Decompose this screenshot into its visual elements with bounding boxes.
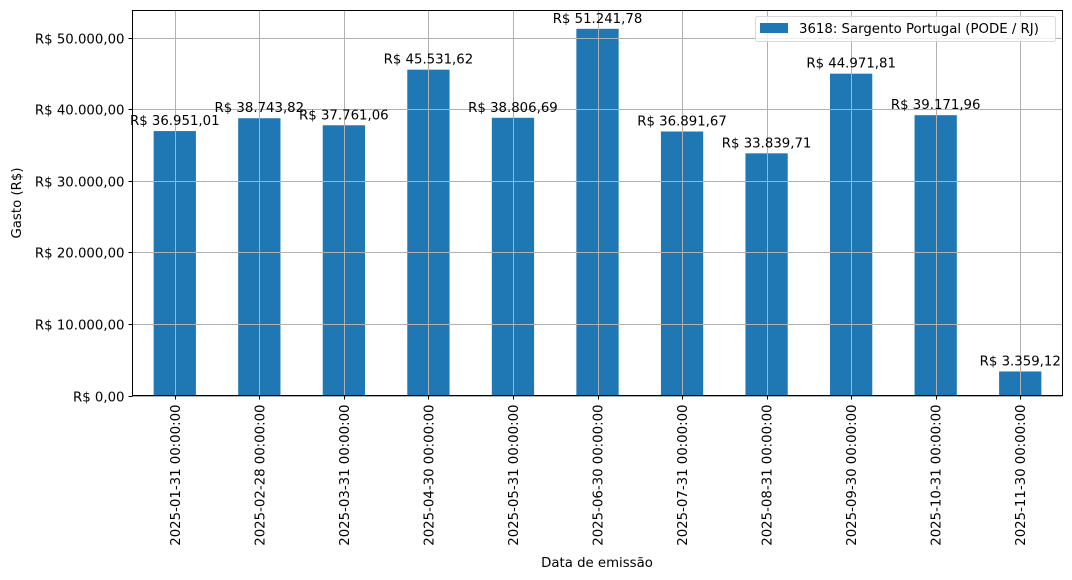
bar <box>914 115 957 396</box>
y-axis: R$ 0,00 R$ 10.000,00 R$ 20.000,00 R$ 30.000… <box>35 33 133 406</box>
x-tick-label: 2025-08-31 00:00:00 <box>761 405 776 546</box>
legend-box <box>755 16 1056 42</box>
bar <box>745 153 788 396</box>
bar-value-label: R$ 36.891,67 <box>637 114 727 129</box>
bar-value-label: R$ 44.971,81 <box>806 57 896 72</box>
x-axis-label: Data de emissão <box>541 556 653 571</box>
y-axis-label: Gasto (R$) <box>10 167 25 238</box>
legend-label: 3618: Sargento Portugal (PODE / RJ) <box>799 22 1039 37</box>
y-tick-label: R$ 30.000,00 <box>35 176 125 191</box>
x-tick-label: 2025-01-31 00:00:00 <box>169 405 184 546</box>
bar-value-label: R$ 51.241,78 <box>553 12 643 27</box>
gridlines-over-bars <box>132 10 1063 397</box>
x-tick-label: 2025-02-28 00:00:00 <box>253 405 268 546</box>
x-tick-label: 2025-06-30 00:00:00 <box>592 405 607 546</box>
bar-value-label: R$ 39.171,96 <box>891 98 981 113</box>
bar <box>322 125 365 396</box>
bar-value-label: R$ 37.761,06 <box>299 108 389 123</box>
x-tick-label: 2025-10-31 00:00:00 <box>930 405 945 546</box>
y-tick-label: R$ 40.000,00 <box>35 104 125 119</box>
y-tick-label: R$ 10.000,00 <box>35 319 125 334</box>
bar-value-labels: R$ 36.951,01R$ 38.743,82R$ 37.761,06 R$ 4… <box>130 12 1061 370</box>
x-tick-label: 2025-03-31 00:00:00 <box>338 405 353 546</box>
bar-value-label: R$ 36.951,01 <box>130 114 220 129</box>
bar <box>576 28 619 396</box>
bar-value-label: R$ 3.359,12 <box>980 354 1061 369</box>
bar <box>153 131 196 396</box>
bar-value-label: R$ 45.531,62 <box>384 53 474 68</box>
x-axis: 2025-01-31 00:00:00 2025-02-28 00:00:00 20… <box>169 395 1029 546</box>
y-tick-label: R$ 50.000,00 <box>35 33 125 48</box>
bar-value-label: R$ 38.743,82 <box>215 101 305 116</box>
x-tick-label: 2025-05-31 00:00:00 <box>507 405 522 546</box>
legend: 3618: Sargento Portugal (PODE / RJ) <box>755 16 1056 42</box>
bars <box>153 28 1042 396</box>
bar-value-label: R$ 33.839,71 <box>722 136 812 151</box>
bar-value-label: R$ 38.806,69 <box>468 101 558 116</box>
x-tick-label: 2025-09-30 00:00:00 <box>845 405 860 546</box>
bar <box>491 117 535 396</box>
x-tick-label: 2025-04-30 00:00:00 <box>422 405 437 546</box>
y-tick-label: R$ 20.000,00 <box>35 247 125 262</box>
legend-swatch <box>760 23 788 33</box>
x-tick-label: 2025-11-30 00:00:00 <box>1014 405 1029 546</box>
y-tick-label: R$ 0,00 <box>73 391 125 406</box>
plot-frame <box>132 10 1063 396</box>
x-tick-label: 2025-07-31 00:00:00 <box>676 405 691 546</box>
